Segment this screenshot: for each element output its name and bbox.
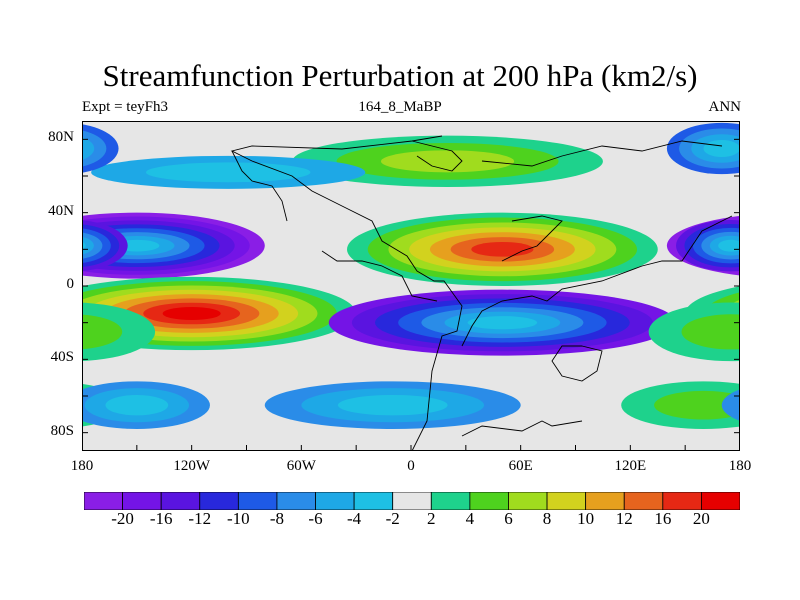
south-indian-high-contour — [681, 314, 740, 350]
coastline — [551, 345, 603, 382]
colorbar-swatch — [237, 492, 278, 510]
colorbar-swatch — [546, 492, 587, 510]
colorbar — [84, 492, 740, 510]
lat-label: 80S — [50, 422, 74, 439]
coastline — [501, 215, 563, 262]
colorbar-label: 12 — [615, 509, 633, 528]
colorbar-label: -4 — [347, 509, 362, 528]
east-pacific-low-contour — [718, 239, 740, 252]
colorbar-swatch — [315, 492, 355, 510]
lat-label: 40N — [48, 202, 74, 219]
colorbar-label: 4 — [465, 509, 475, 528]
plot-title: Streamfunction Perturbation at 200 hPa (… — [102, 58, 698, 93]
lon-label: 180 — [728, 458, 752, 474]
colorbar-swatch — [430, 492, 471, 510]
southern-ocean-low-contour — [337, 394, 448, 416]
colorbar-swatch — [662, 492, 702, 510]
east-pacific-low-contour — [82, 236, 94, 255]
east-pacific-south-low-contour — [105, 394, 169, 416]
coastline — [230, 135, 463, 451]
colorbar-label: -20 — [111, 509, 134, 528]
colorbar-label: -10 — [227, 509, 250, 528]
lon-label: 60W — [286, 458, 316, 474]
colorbar-swatch — [160, 492, 201, 510]
south-pacific-high-contour — [162, 307, 221, 320]
coastline — [321, 250, 438, 302]
colorbar-swatch — [701, 492, 740, 510]
colorbar-swatch — [623, 492, 664, 510]
colorbar-label: -6 — [308, 509, 323, 528]
east-pacific-south-low-contour — [721, 389, 740, 421]
coastline — [461, 420, 583, 437]
colorbar-label: 20 — [692, 509, 710, 528]
north-atlantic-low-contour — [145, 162, 311, 183]
coastline — [481, 140, 723, 167]
colorbar-label: 6 — [504, 509, 513, 528]
colorbar-swatch — [353, 492, 394, 510]
colorbar-label: -16 — [149, 509, 173, 528]
colorbar-label: 2 — [427, 509, 436, 528]
south-indian-high-contour — [82, 314, 123, 350]
colorbar-label: -12 — [188, 509, 212, 528]
lat-label: 0 — [66, 276, 75, 292]
coastline — [461, 215, 733, 347]
north-pacific-high-edge-contour — [82, 137, 95, 160]
coastline — [411, 140, 463, 172]
colorbar-label: -8 — [269, 509, 285, 528]
colorbar-swatch — [508, 492, 548, 510]
lon-label: 180 — [70, 458, 94, 474]
colorbar-swatch — [392, 492, 432, 510]
colorbar-swatch — [276, 492, 316, 510]
colorbar-swatch — [84, 492, 123, 510]
lon-label: 0 — [407, 458, 415, 474]
lat-label: 40S — [50, 349, 74, 366]
south-pacific-far-high-contour — [654, 390, 740, 420]
coastline — [231, 150, 288, 222]
colorbar-label: 16 — [654, 509, 672, 528]
arctic-eurasia-high-contour — [380, 150, 515, 173]
colorbar-swatch — [469, 492, 509, 510]
lon-label: 60E — [508, 458, 533, 474]
period-label: 164_8_MaBP — [358, 99, 442, 115]
lon-label: 120W — [173, 458, 210, 474]
colorbar-label: 8 — [542, 509, 552, 528]
colorbar-label: 10 — [577, 509, 595, 528]
season-label: ANN — [708, 99, 742, 115]
colorbar-label: -2 — [385, 509, 400, 528]
colorbar-swatch — [585, 492, 625, 510]
north-pacific-high-edge-contour — [703, 139, 740, 158]
eurasia-high-contour — [471, 242, 534, 257]
indian-ocean-low-contour — [467, 316, 538, 330]
colorbar-swatch — [199, 492, 239, 510]
lat-label: 80N — [48, 129, 74, 146]
contour-map — [82, 121, 740, 451]
lon-label: 120E — [614, 458, 647, 474]
experiment-label: Expt = teyFh3 — [82, 99, 168, 115]
colorbar-swatch — [122, 492, 162, 510]
